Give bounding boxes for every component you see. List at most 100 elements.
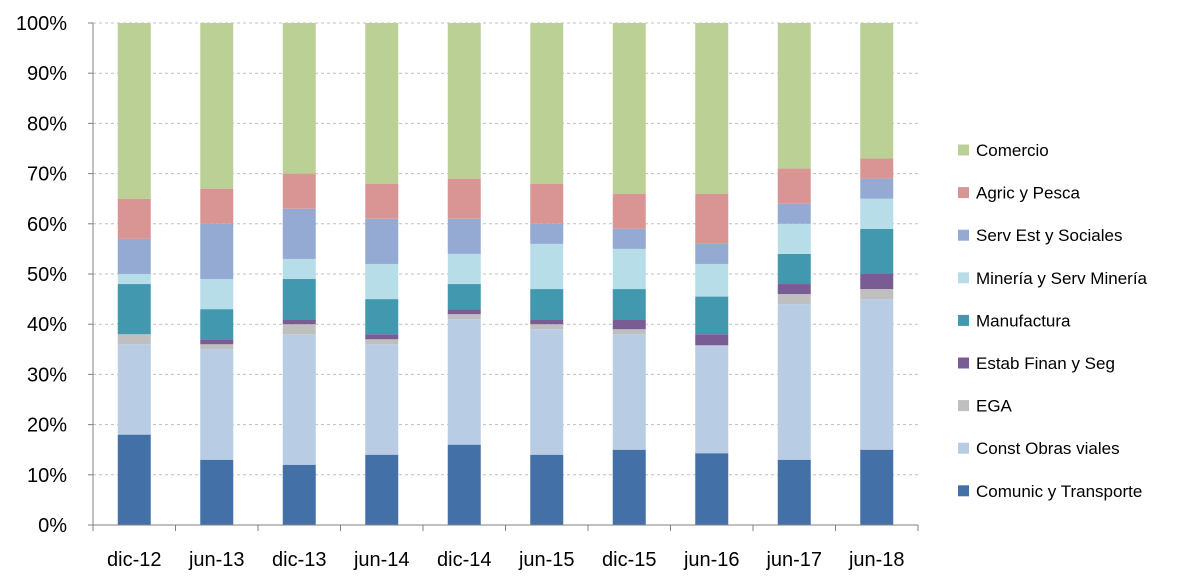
legend-label: Estab Finan y Seg	[976, 354, 1115, 373]
bar-segment	[777, 253, 811, 285]
bar-segment	[612, 228, 646, 249]
bar-segment	[695, 243, 729, 264]
bar-segment	[530, 223, 564, 244]
bar-segment	[860, 274, 894, 290]
bar-segment	[117, 434, 151, 525]
bar-segment	[282, 319, 316, 325]
bar-segment	[117, 334, 151, 345]
bar-segment	[200, 349, 234, 460]
bar-segment	[530, 183, 564, 224]
bar-segment	[200, 223, 234, 280]
bar-segment	[612, 319, 646, 330]
bar-segment	[200, 339, 234, 345]
bar-segment	[530, 329, 564, 455]
legend-swatch	[958, 442, 969, 454]
bar-segment	[282, 173, 316, 209]
legend-label: Agric y Pesca	[976, 184, 1080, 203]
bar-segment	[612, 23, 646, 194]
bar-segment	[695, 345, 729, 454]
bar-segment	[365, 23, 399, 184]
y-tick-label: 100%	[16, 13, 67, 35]
bar-segment	[282, 464, 316, 525]
bar-segment	[200, 188, 234, 224]
bar-segment	[365, 344, 399, 455]
bar-segment	[612, 449, 646, 525]
bar-segment	[447, 319, 481, 445]
bar-segment	[860, 198, 894, 229]
y-tick-label: 30%	[27, 364, 67, 386]
bar-segment	[695, 334, 729, 346]
x-tick-label: dic-14	[437, 549, 491, 571]
bar-segment	[860, 299, 894, 450]
bar-segment	[695, 453, 729, 525]
bar-segment	[365, 339, 399, 345]
bar-segment	[777, 203, 811, 224]
bar-segment	[200, 459, 234, 525]
legend-label: Minería y Serv Minería	[976, 269, 1148, 288]
bar-segment	[117, 344, 151, 435]
bar-segment	[282, 324, 316, 335]
bar-segment	[365, 183, 399, 219]
x-tick-label: jun-13	[188, 549, 245, 571]
bar-segment	[777, 459, 811, 525]
x-tick-label: dic-15	[602, 549, 656, 571]
legend-swatch	[958, 400, 969, 412]
bar-segment	[447, 253, 481, 285]
legend-swatch	[958, 187, 969, 199]
bar-segment	[612, 329, 646, 335]
bar-segment	[695, 193, 729, 244]
y-tick-label: 90%	[27, 63, 67, 85]
bar-segment	[117, 284, 151, 335]
y-tick-label: 50%	[27, 264, 67, 286]
bar-layer	[117, 23, 894, 525]
bar-segment	[612, 248, 646, 290]
bar-segment	[200, 309, 234, 340]
bar-segment	[117, 238, 151, 274]
bar-segment	[612, 334, 646, 450]
bar-segment	[695, 23, 729, 194]
bar-segment	[530, 319, 564, 325]
bar-segment	[282, 208, 316, 259]
bar-segment	[447, 314, 481, 320]
bar-segment	[200, 344, 234, 350]
y-tick-label: 80%	[27, 113, 67, 135]
bar-segment	[777, 168, 811, 204]
legend-swatch	[958, 314, 969, 326]
legend-label: Comunic y Transporte	[976, 482, 1142, 501]
bar-segment	[612, 289, 646, 320]
bar-segment	[530, 23, 564, 184]
bar-segment	[860, 23, 894, 159]
bar-segment	[365, 334, 399, 340]
bar-segment	[200, 23, 234, 189]
x-tick-label: dic-13	[272, 549, 326, 571]
bar-segment	[860, 449, 894, 525]
bar-segment	[860, 289, 894, 300]
y-tick-label: 40%	[27, 314, 67, 336]
x-tick-label: jun-15	[518, 549, 575, 571]
legend-swatch	[958, 272, 969, 284]
bar-segment	[365, 299, 399, 335]
x-tick-label: dic-12	[107, 549, 161, 571]
legend-label: EGA	[976, 397, 1013, 416]
bar-segment	[365, 454, 399, 525]
bar-segment	[530, 324, 564, 330]
x-tick-label: jun-14	[353, 549, 410, 571]
bar-segment	[860, 178, 894, 199]
legend-label: Serv Est y Sociales	[976, 226, 1122, 245]
bar-segment	[447, 444, 481, 525]
bar-segment	[777, 304, 811, 460]
bar-segment	[117, 23, 151, 199]
bar-segment	[447, 284, 481, 310]
bar-segment	[777, 284, 811, 295]
bar-segment	[530, 289, 564, 320]
legend-label: Comercio	[976, 141, 1049, 160]
bar-segment	[117, 274, 151, 285]
legend-swatch	[958, 485, 969, 497]
bar-segment	[860, 228, 894, 274]
y-tick-label: 10%	[27, 465, 67, 487]
legend-swatch	[958, 357, 969, 369]
bar-segment	[447, 178, 481, 219]
bar-segment	[447, 23, 481, 179]
bar-segment	[777, 294, 811, 305]
bar-segment	[447, 309, 481, 315]
